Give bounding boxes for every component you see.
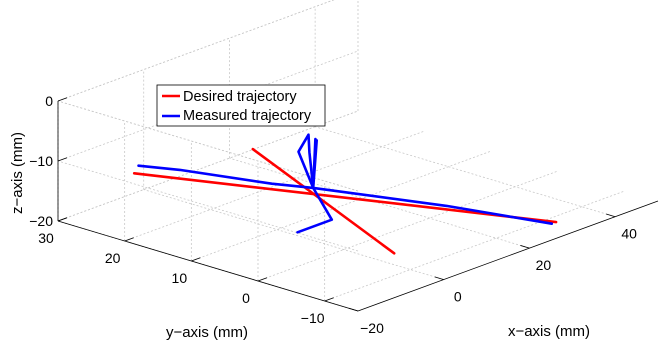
- measured-trajectory-segment: [311, 137, 319, 190]
- x-tick-label: −20: [360, 320, 384, 336]
- grid-line-x-floor: [315, 126, 616, 218]
- y-tick-label: 20: [105, 250, 121, 266]
- z-tick: [57, 97, 68, 102]
- legend-box: [156, 84, 326, 127]
- measured-trajectory-segment: [296, 133, 334, 234]
- plot-series: [132, 133, 558, 255]
- x-axis-label: x−axis (mm): [508, 323, 590, 340]
- y-tick-label: 0: [242, 290, 250, 306]
- legend[interactable]: Desired trajectory Measured trajectory: [156, 84, 326, 127]
- grid-line-x-floor: [143, 189, 444, 280]
- grid-line-z-right: [57, 50, 359, 162]
- y-tick-label: 30: [38, 230, 54, 246]
- x-tick: [520, 245, 530, 249]
- x-tick: [348, 307, 359, 312]
- axes-box: [57, 101, 659, 312]
- grid-line-y-floor: [124, 130, 425, 242]
- measured-trajectory-segment: [137, 164, 554, 225]
- grid-top-right: [57, 0, 335, 102]
- z-tick-label: 0: [45, 93, 53, 109]
- legend-label-measured: Measured trajectory: [183, 108, 312, 124]
- x-tick: [606, 213, 616, 218]
- y-tick: [257, 277, 268, 282]
- z-tick-label: −10: [29, 153, 53, 169]
- y-axis-label: y−axis (mm): [166, 324, 248, 341]
- grid-line-y-floor: [257, 170, 559, 282]
- y-tick: [191, 257, 201, 262]
- grid-line-z-left: [57, 160, 359, 252]
- grid-line-z-right: [57, 110, 359, 222]
- x-tick-label: 40: [621, 226, 637, 242]
- y-tick: [324, 297, 334, 302]
- y-tick-label: 10: [172, 270, 188, 286]
- desired-trajectory-segment: [132, 172, 558, 224]
- x-tick: [434, 276, 444, 280]
- z-tick: [57, 157, 68, 162]
- y-tick: [124, 237, 134, 242]
- y-tick-label: −10: [301, 310, 325, 326]
- z-tick: [57, 217, 68, 222]
- desired-trajectory-segment: [251, 147, 396, 255]
- legend-label-desired: Desired trajectory: [183, 89, 297, 105]
- x-tick-label: 0: [454, 289, 462, 305]
- grid-line-y-floor: [324, 190, 625, 302]
- z-axis-label: z−axis (mm): [9, 132, 26, 214]
- z-tick-label: −20: [29, 213, 53, 229]
- grid-line-y-floor: [191, 150, 492, 262]
- grid-line-x-floor: [229, 157, 530, 249]
- y-axis-line: [57, 220, 359, 312]
- x-tick-label: 20: [536, 257, 552, 273]
- x-axis-line: [357, 200, 659, 312]
